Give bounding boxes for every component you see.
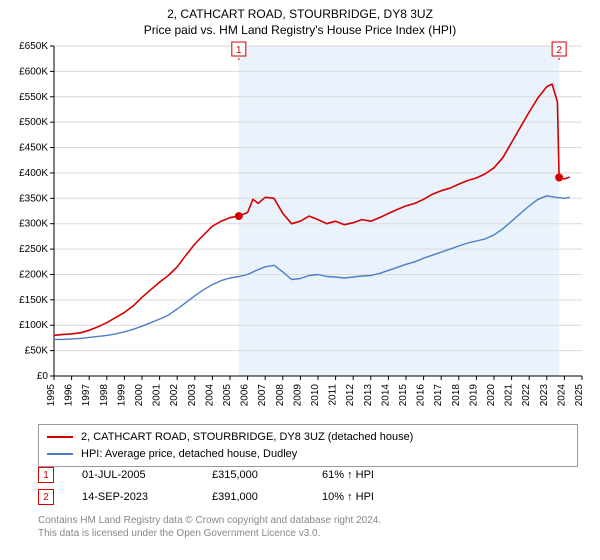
svg-text:2013: 2013: [363, 384, 374, 407]
marker-number-box: 1: [38, 467, 54, 483]
svg-text:2025: 2025: [574, 384, 585, 407]
footnote-line-2: This data is licensed under the Open Gov…: [38, 527, 578, 540]
svg-text:2016: 2016: [416, 384, 427, 407]
svg-text:2017: 2017: [433, 384, 444, 407]
marker-row: 2 14-SEP-2023 £391,000 10% ↑ HPI: [38, 486, 578, 508]
svg-text:1: 1: [236, 45, 242, 56]
svg-text:2024: 2024: [556, 384, 567, 407]
legend-label: 2, CATHCART ROAD, STOURBRIDGE, DY8 3UZ (…: [81, 429, 413, 446]
footnote-line-1: Contains HM Land Registry data © Crown c…: [38, 514, 578, 527]
svg-text:£100K: £100K: [19, 320, 48, 331]
svg-text:1996: 1996: [64, 384, 75, 407]
svg-text:2008: 2008: [275, 384, 286, 407]
svg-text:£300K: £300K: [19, 219, 48, 230]
svg-text:1995: 1995: [46, 384, 57, 407]
svg-text:2022: 2022: [521, 384, 532, 407]
legend-swatch: [47, 453, 73, 455]
svg-text:2001: 2001: [152, 384, 163, 407]
title-line-1: 2, CATHCART ROAD, STOURBRIDGE, DY8 3UZ: [0, 6, 600, 22]
svg-text:£350K: £350K: [19, 193, 48, 204]
legend-label: HPI: Average price, detached house, Dudl…: [81, 446, 297, 463]
svg-text:2005: 2005: [222, 384, 233, 407]
svg-text:2023: 2023: [539, 384, 550, 407]
chart-title: 2, CATHCART ROAD, STOURBRIDGE, DY8 3UZ P…: [0, 0, 600, 38]
svg-text:2002: 2002: [169, 384, 180, 407]
marker-price: £315,000: [212, 469, 322, 481]
chart-svg: £0 £50K £100K £150K £200K £250K £300K £350K £400…: [0, 40, 600, 420]
chart-area: £0 £50K £100K £150K £200K £250K £300K £350K £400…: [0, 40, 600, 420]
svg-text:2: 2: [556, 45, 562, 56]
footnote: Contains HM Land Registry data © Crown c…: [38, 514, 578, 540]
svg-text:2012: 2012: [345, 384, 356, 407]
marker-date: 01-JUL-2005: [82, 469, 212, 481]
svg-text:2003: 2003: [187, 384, 198, 407]
legend: 2, CATHCART ROAD, STOURBRIDGE, DY8 3UZ (…: [38, 424, 578, 467]
marker-table: 1 01-JUL-2005 £315,000 61% ↑ HPI 2 14-SE…: [38, 464, 578, 508]
svg-text:2007: 2007: [257, 384, 268, 407]
marker-row: 1 01-JUL-2005 £315,000 61% ↑ HPI: [38, 464, 578, 486]
legend-item: 2, CATHCART ROAD, STOURBRIDGE, DY8 3UZ (…: [47, 429, 569, 446]
svg-text:£550K: £550K: [19, 92, 48, 103]
svg-text:£600K: £600K: [19, 66, 48, 77]
svg-text:£500K: £500K: [19, 117, 48, 128]
svg-text:2006: 2006: [240, 384, 251, 407]
marker-number-box: 2: [38, 489, 54, 505]
svg-text:2015: 2015: [398, 384, 409, 407]
svg-text:£450K: £450K: [19, 143, 48, 154]
svg-text:2011: 2011: [328, 384, 339, 406]
svg-text:2004: 2004: [204, 384, 215, 407]
svg-text:1998: 1998: [99, 384, 110, 407]
svg-text:2009: 2009: [292, 384, 303, 407]
svg-text:1997: 1997: [81, 384, 92, 407]
svg-text:2020: 2020: [486, 384, 497, 407]
svg-text:2010: 2010: [310, 384, 321, 407]
svg-text:£650K: £650K: [19, 41, 48, 52]
svg-text:£150K: £150K: [19, 295, 48, 306]
svg-text:2018: 2018: [451, 384, 462, 407]
svg-text:£400K: £400K: [19, 168, 48, 179]
svg-text:2021: 2021: [504, 384, 515, 407]
svg-text:1999: 1999: [116, 384, 127, 407]
legend-swatch: [47, 436, 73, 438]
svg-text:2019: 2019: [468, 384, 479, 407]
svg-text:£0: £0: [37, 371, 49, 382]
svg-text:2000: 2000: [134, 384, 145, 407]
marker-price: £391,000: [212, 491, 322, 503]
marker-pct: 10% ↑ HPI: [322, 491, 432, 503]
svg-text:£250K: £250K: [19, 244, 48, 255]
svg-text:£200K: £200K: [19, 269, 48, 280]
legend-item: HPI: Average price, detached house, Dudl…: [47, 446, 569, 463]
marker-pct: 61% ↑ HPI: [322, 469, 432, 481]
svg-text:£50K: £50K: [25, 346, 49, 357]
title-line-2: Price paid vs. HM Land Registry's House …: [0, 22, 600, 38]
marker-date: 14-SEP-2023: [82, 491, 212, 503]
svg-text:2014: 2014: [380, 384, 391, 407]
